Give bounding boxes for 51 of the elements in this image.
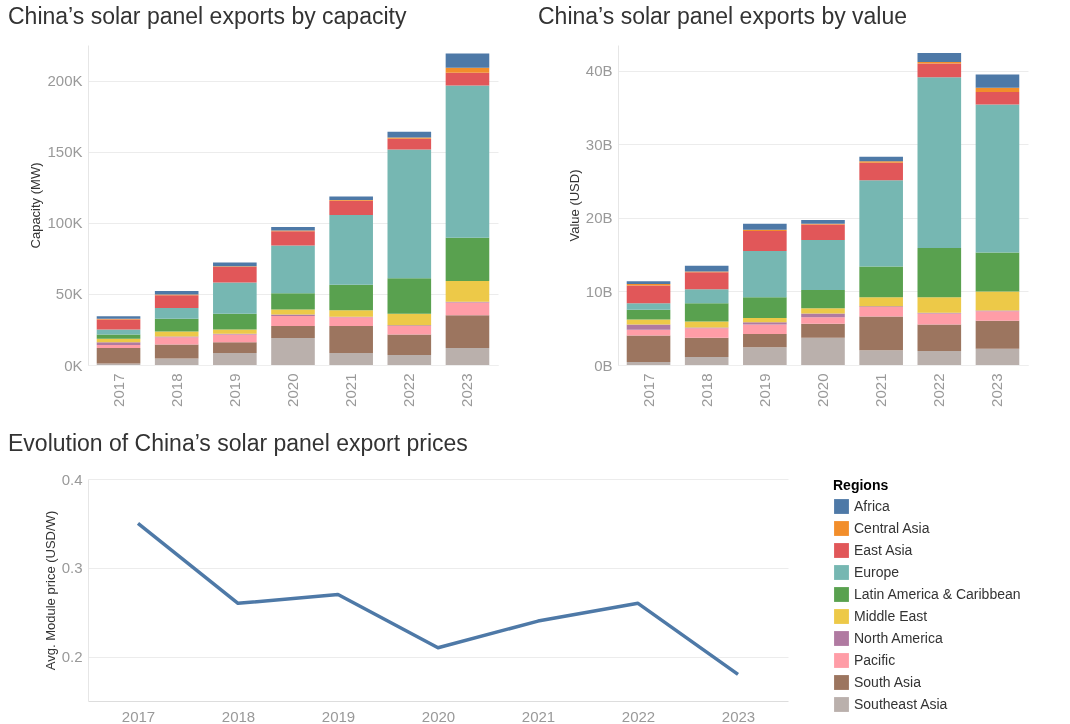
x-tick-label: 2021 <box>342 373 360 407</box>
y-tick-label: 30B <box>585 135 613 153</box>
x-tick-label: 2023 <box>721 707 756 724</box>
legend-label: Southeast Asia <box>854 695 948 712</box>
y-axis-title: Capacity (MW) <box>28 162 44 249</box>
x-tick-label: 2017 <box>121 707 156 724</box>
y-tick-label: 20B <box>585 209 613 227</box>
legend-title: Regions <box>833 477 889 493</box>
legend-label: Latin America & Caribbean <box>854 585 1021 602</box>
y-axis-title: Value (USD) <box>566 169 582 242</box>
y-tick-label: 10B <box>585 282 613 300</box>
x-tick-label: 2020 <box>814 373 831 407</box>
chart-title: Evolution of China’s solar panel export prices <box>8 430 468 456</box>
y-tick-label: 150K <box>47 143 83 161</box>
y-tick-label: 200K <box>47 72 83 90</box>
x-tick-label: 2018 <box>697 373 715 407</box>
x-tick-label: 2017 <box>639 373 657 407</box>
y-tick-label: 0.2 <box>61 648 83 666</box>
legend-label: South Asia <box>854 673 922 690</box>
x-tick-label: 2020 <box>284 373 301 407</box>
legend-label: Europe <box>854 563 900 580</box>
x-tick-label: 2022 <box>930 373 948 407</box>
x-tick-label: 2020 <box>421 707 456 724</box>
chart-title: China’s solar panel exports by value <box>538 3 908 29</box>
legend-label: North America <box>854 629 943 646</box>
legend-label: Pacific <box>854 651 896 668</box>
y-tick-label: 100K <box>47 214 83 232</box>
y-tick-label: 0.4 <box>61 470 83 488</box>
x-tick-label: 2017 <box>109 373 127 407</box>
y-axis-title: Avg. Module price (USD/W) <box>42 510 58 671</box>
legend-label: East Asia <box>854 541 913 558</box>
chart-title: China’s solar panel exports by capacity <box>8 3 407 29</box>
x-tick-label: 2019 <box>225 373 243 407</box>
y-tick-label: 50K <box>55 285 83 303</box>
x-tick-label: 2022 <box>400 373 418 407</box>
y-tick-label: 40B <box>585 62 613 80</box>
x-tick-label: 2018 <box>221 707 256 724</box>
legend-label: Middle East <box>854 607 928 624</box>
y-tick-label: 0K <box>64 356 83 374</box>
legend-label: Africa <box>854 497 890 514</box>
x-tick-label: 2022 <box>621 707 656 724</box>
x-tick-label: 2018 <box>167 373 185 407</box>
x-tick-label: 2021 <box>872 373 890 407</box>
y-tick-label: 0.3 <box>61 559 83 577</box>
x-tick-label: 2019 <box>321 707 356 724</box>
y-tick-label: 0B <box>594 356 613 374</box>
x-tick-label: 2023 <box>458 373 476 407</box>
x-tick-label: 2023 <box>988 373 1006 407</box>
x-tick-label: 2021 <box>521 707 556 724</box>
x-tick-label: 2019 <box>755 373 773 407</box>
legend-label: Central Asia <box>854 519 930 536</box>
